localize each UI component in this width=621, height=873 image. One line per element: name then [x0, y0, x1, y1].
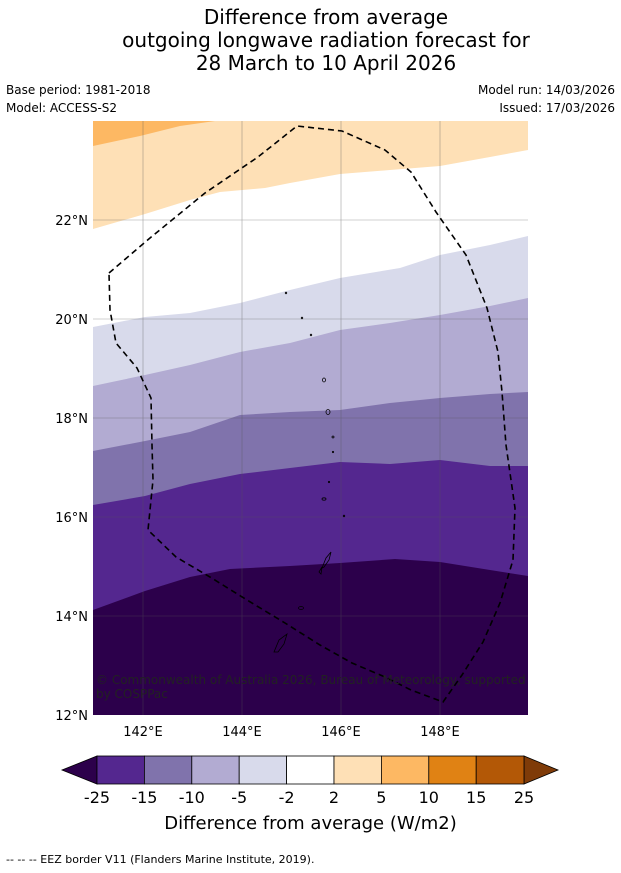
- copyright-line-1: © Commonwealth of Australia 2026, Bureau…: [96, 673, 526, 687]
- lat-tick-label: 14°N: [55, 610, 88, 625]
- island-icon: [298, 606, 304, 610]
- meta-left: Base period: 1981-2018 Model: ACCESS-S2: [6, 81, 151, 117]
- lat-tick-label: 22°N: [55, 214, 88, 229]
- colorbar-segment: [475, 755, 525, 785]
- island-icon: [321, 497, 327, 501]
- colorbar-tick: 15: [466, 788, 486, 807]
- model-run: Model run: 14/03/2026: [477, 83, 615, 97]
- colorbar-tick: -25: [84, 788, 110, 807]
- lon-tick-label: 144°E: [222, 725, 262, 740]
- title-line-1: Difference from average: [203, 5, 449, 29]
- lon-axis: 142°E 144°E 146°E 148°E: [123, 725, 460, 740]
- eez-border: [108, 125, 516, 703]
- colorbar-tick: -5: [231, 788, 247, 807]
- map-plot-area: © Commonwealth of Australia 2026, Bureau…: [93, 121, 528, 715]
- colorbar-tick: 10: [419, 788, 439, 807]
- island-icon: [321, 551, 332, 569]
- colorbar-segment: [143, 755, 193, 785]
- copyright-line-2: by COSPPac: [96, 687, 168, 701]
- base-period: Base period: 1981-2018: [6, 83, 151, 97]
- island-icon: [318, 566, 323, 575]
- island-icon: [284, 291, 288, 295]
- gridlines: [93, 121, 528, 715]
- colorbar-segment: [286, 755, 335, 785]
- colorbar-tick: -15: [131, 788, 157, 807]
- band-5-10: [93, 121, 215, 146]
- colorbar-segment: [96, 755, 145, 785]
- island-icon: [300, 316, 304, 320]
- lon-tick-label: 142°E: [123, 725, 163, 740]
- meta-right: Model run: 14/03/2026 Issued: 17/03/2026: [478, 81, 615, 117]
- band-2-5: [93, 121, 528, 229]
- lat-tick-label: 12°N: [55, 709, 88, 724]
- colorbar-tick: 25: [514, 788, 534, 807]
- island-icon: [331, 435, 335, 439]
- lon-tick-label: 146°E: [321, 725, 361, 740]
- colorbar-label: Difference from average (W/m2): [164, 813, 457, 834]
- colorbar-tick: 2: [329, 788, 339, 807]
- lat-axis: 12°N 14°N 16°N 18°N 20°N 22°N: [55, 214, 88, 724]
- colorbar-tick: -2: [279, 788, 295, 807]
- island-icon: [342, 514, 346, 518]
- model-name: Model: ACCESS-S2: [6, 101, 118, 115]
- colorbar-segment: [380, 755, 430, 785]
- colorbar-segment: [238, 755, 287, 785]
- colorbar-segment: [428, 755, 477, 785]
- lat-tick-label: 20°N: [55, 313, 88, 328]
- title-line-2: outgoing longwave radiation forecast for: [122, 28, 530, 52]
- island-icon: [331, 450, 335, 454]
- colorbar-max-arrow: [523, 755, 560, 785]
- island-icon: [322, 377, 326, 383]
- eez-footnote: -- -- -- EEZ border V11 (Flanders Marine…: [6, 853, 315, 866]
- island-icon: [325, 409, 331, 415]
- island-icon: [273, 632, 288, 653]
- colorbar-segment: [333, 755, 382, 785]
- colorbar-segment: [191, 755, 240, 785]
- colorbar-tick: 5: [376, 788, 386, 807]
- island-icon: [327, 480, 331, 484]
- colorbar: -25 -15 -10 -5 -2 2 5 10 15 25: [60, 755, 560, 807]
- chart-title: Difference from average outgoing longwav…: [0, 6, 621, 75]
- island-icon: [309, 333, 313, 337]
- lon-tick-label: 148°E: [420, 725, 460, 740]
- colorbar-min-arrow: [60, 755, 98, 785]
- islands: [273, 291, 346, 653]
- issued-date: Issued: 17/03/2026: [499, 101, 615, 115]
- title-line-3: 28 March to 10 April 2026: [195, 51, 457, 75]
- colorbar-tick: -10: [179, 788, 205, 807]
- lat-tick-label: 16°N: [55, 511, 88, 526]
- lat-tick-label: 18°N: [55, 412, 88, 427]
